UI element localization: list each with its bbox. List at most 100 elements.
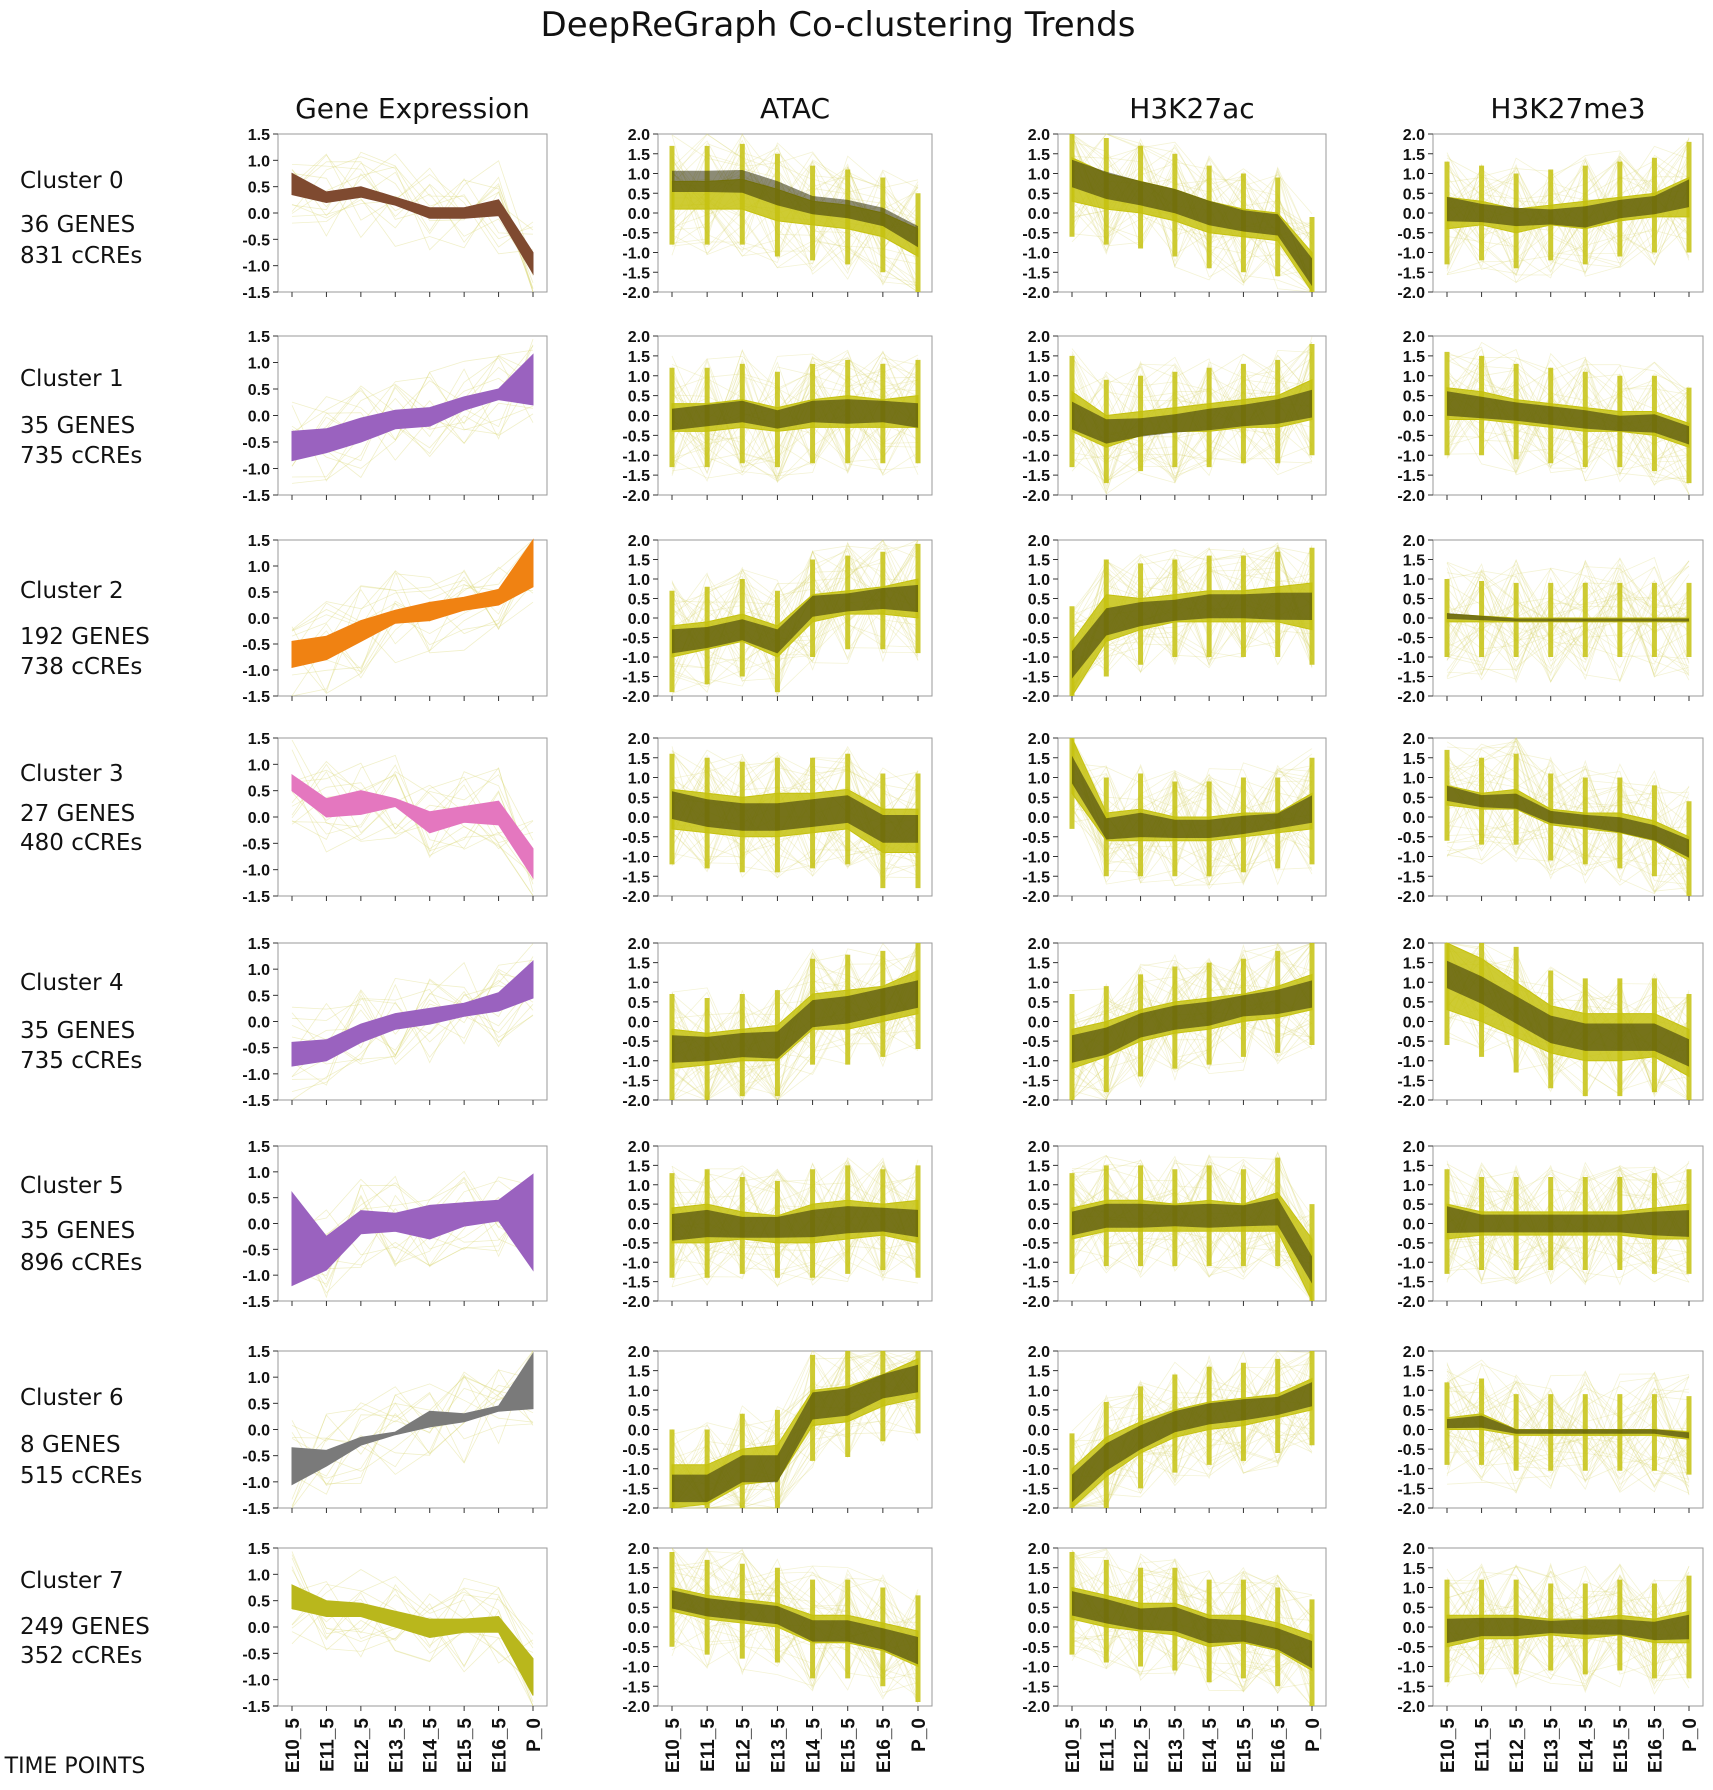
trace-line — [291, 814, 534, 881]
trace-line — [1446, 586, 1690, 672]
y-tick-label: 0.5 — [1403, 1600, 1425, 1617]
y-tick-label: -1.0 — [622, 246, 650, 263]
y-tick-label: -1.0 — [1022, 1660, 1050, 1677]
core-band — [672, 399, 918, 431]
y-tick-label: 1.0 — [1403, 1383, 1425, 1400]
trace-line — [1071, 366, 1313, 482]
trace-line — [1071, 741, 1313, 887]
trace-line — [1446, 1571, 1690, 1684]
trace-line — [1446, 752, 1690, 883]
y-tick-label: -1.5 — [242, 1699, 270, 1716]
trace-line — [1071, 370, 1313, 468]
trace-line — [1446, 1160, 1690, 1280]
trace-line — [1071, 1159, 1313, 1269]
trace-line — [1446, 1427, 1690, 1488]
y-tick-label: -0.5 — [1397, 1442, 1425, 1459]
core-band — [1447, 1415, 1689, 1439]
y-tick-label: 0.5 — [1403, 995, 1425, 1012]
trace-line — [671, 362, 919, 479]
x-tick-label: E11_5 — [317, 1718, 338, 1772]
y-tick-label: -2.0 — [1397, 689, 1425, 706]
x-tick-label: E10_5 — [663, 1718, 684, 1773]
trace-line — [671, 948, 919, 1101]
y-tick-label: -1.5 — [1022, 1073, 1050, 1090]
y-tick-label: 0.0 — [1403, 409, 1425, 426]
y-tick-label: 1.0 — [1028, 771, 1050, 788]
x-tick-label: P_0 — [1303, 1718, 1324, 1752]
trace-line — [1446, 737, 1690, 875]
trace-line — [1446, 1565, 1690, 1687]
trace-line — [1446, 1567, 1690, 1675]
trace-line — [1446, 393, 1690, 473]
trace-line — [1446, 353, 1690, 454]
y-tick-label: 0.5 — [1028, 790, 1050, 807]
trace-line — [1446, 557, 1690, 660]
trace-line — [291, 366, 534, 467]
y-tick-label: -1.0 — [1022, 850, 1050, 867]
trace-line — [291, 977, 534, 1054]
trace-line — [1446, 1596, 1690, 1673]
trace-line — [291, 970, 534, 1045]
trace-line — [1071, 388, 1313, 495]
cluster-name: Cluster 7 — [20, 1568, 124, 1594]
y-tick-label: 0.0 — [248, 1015, 270, 1032]
trace-line — [1446, 351, 1690, 467]
y-tick-label: -0.5 — [1397, 1236, 1425, 1253]
core-band — [672, 1206, 918, 1241]
y-tick-label: -2.0 — [1397, 889, 1425, 906]
y-tick-label: -2.0 — [622, 1501, 650, 1518]
trace-line — [1446, 151, 1690, 268]
trace-line — [1071, 1556, 1313, 1707]
trace-line — [1071, 1567, 1313, 1707]
trace-line — [291, 1376, 534, 1486]
trace-line — [671, 1191, 919, 1272]
trace-line — [1071, 1410, 1313, 1509]
trace-line — [1071, 141, 1313, 293]
trace-line — [1446, 565, 1690, 658]
trace-line — [1071, 1153, 1313, 1288]
trace-line — [671, 1577, 919, 1679]
trace-line — [671, 1549, 919, 1691]
x-tick-label: E16_5 — [874, 1718, 895, 1773]
trace-line — [1446, 743, 1690, 897]
y-tick-label: -1.0 — [242, 663, 270, 680]
y-tick-label: 0.0 — [1403, 810, 1425, 827]
core-band — [672, 980, 918, 1063]
trace-line — [1071, 353, 1313, 463]
trace-line — [1446, 160, 1690, 240]
trace-line — [1071, 349, 1313, 479]
trace-line — [671, 1350, 919, 1509]
trace-line — [1071, 745, 1313, 862]
column-header: Gene Expression — [295, 92, 530, 125]
trace-line — [1071, 779, 1313, 887]
cluster-genes: 27 GENES — [20, 801, 135, 827]
y-tick-label: 0.5 — [248, 784, 270, 801]
trace-line — [671, 1351, 919, 1509]
y-tick-label: -1.0 — [622, 650, 650, 667]
trace-line — [1071, 1549, 1313, 1679]
y-tick-label: -1.5 — [1022, 670, 1050, 687]
y-tick-label: 2.0 — [628, 1541, 650, 1558]
y-tick-label: -0.5 — [622, 631, 650, 648]
panel-r1-3: 2.0 1.5 1.0 0.5 0.0 -0.5 -1.0 -1.5 -2.0 — [1397, 329, 1704, 505]
x-tick-label: E14_5 — [804, 1718, 825, 1773]
panel-r6-0: 1.5 1.0 0.5 0.0 -0.5 -1.0 -1.5 — [242, 1344, 548, 1518]
y-tick-label: 2.0 — [628, 1344, 650, 1361]
trace-line — [671, 350, 919, 484]
y-tick-label: 1.5 — [248, 936, 270, 953]
trace-line — [291, 543, 534, 694]
trace-line — [671, 1192, 919, 1281]
x-tick-label: E11_5 — [1097, 1718, 1118, 1772]
y-tick-label: 0.5 — [628, 186, 650, 203]
trace-line — [671, 1571, 919, 1687]
y-tick-label: 2.0 — [1028, 1344, 1050, 1361]
y-tick-label: 0.5 — [628, 790, 650, 807]
y-tick-label: -0.5 — [1022, 428, 1050, 445]
y-tick-label: -0.5 — [1022, 1034, 1050, 1051]
panel-r0-1: 2.0 1.5 1.0 0.5 0.0 -0.5 -1.0 -1.5 -2.0 — [622, 127, 933, 302]
y-tick-label: 2.0 — [628, 731, 650, 748]
y-tick-label: 0.0 — [1028, 1015, 1050, 1032]
y-tick-label: -2.0 — [622, 285, 650, 302]
y-tick-label: -2.0 — [1397, 1093, 1425, 1110]
y-tick-label: -1.0 — [1397, 1660, 1425, 1677]
